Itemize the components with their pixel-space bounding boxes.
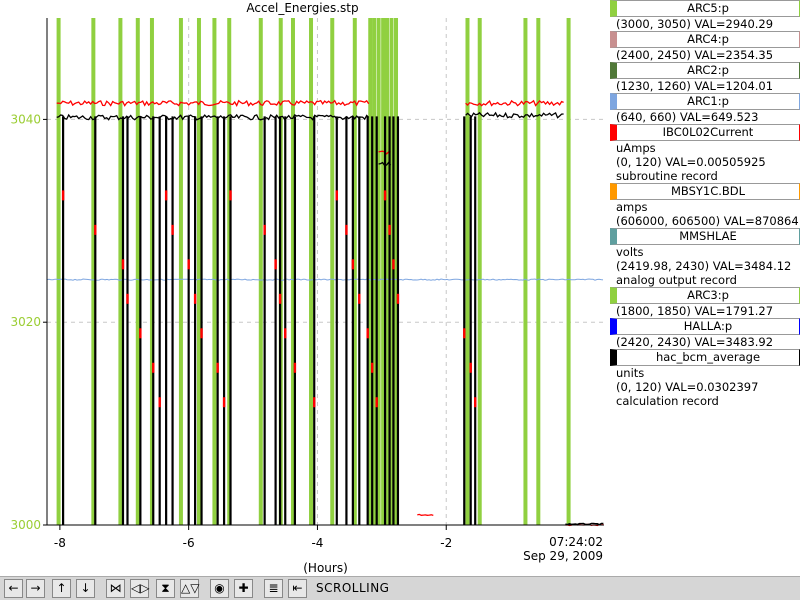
legend-entry[interactable]: ARC4:p (2400, 2450) VAL=2354.35	[610, 31, 800, 62]
zoom-y-in-button[interactable]: ⧗	[156, 579, 175, 598]
scrolling-mode-label: SCROLLING	[316, 581, 390, 595]
legend-entry-detail: (1800, 1850) VAL=1791.27	[616, 304, 774, 318]
legend-entry-title: ARC4:p	[610, 31, 800, 48]
legend-entry-detail: analog output record	[616, 273, 737, 287]
series-line-hac_bcm_average	[565, 522, 604, 526]
legend-entry[interactable]: ARC3:p (1800, 1850) VAL=1791.27	[610, 287, 800, 318]
legend-entry-detail: calculation record	[616, 394, 719, 408]
legend-entry-detail: uAmps	[616, 141, 656, 155]
legend-entry-title: HALLA:p	[610, 318, 800, 335]
legend-entry-title: ARC5:p	[610, 0, 800, 17]
x-tick-label: -6	[183, 536, 195, 550]
legend-entry-title: ARC2:p	[610, 62, 800, 79]
legend-entry-title: MBSY1C.BDL	[610, 183, 800, 200]
toolbar: SCROLLING ← → ↑ ↓ ⋈ ◁▷ ⧗ △▽ ◉ ✚ ≣ ⇤	[0, 576, 800, 600]
legend-entry-detail: (2419.98, 2430) VAL=3484.12	[616, 259, 792, 273]
legend-entry-title: ARC1:p	[610, 93, 800, 110]
legend-entry-detail: (2420, 2430) VAL=3483.92	[616, 335, 774, 349]
legend-entry[interactable]: ARC1:p (640, 660) VAL=649.523	[610, 93, 800, 124]
legend-entry-detail: volts	[616, 245, 644, 259]
legend-entry-detail: (0, 120) VAL=0.00505925	[616, 155, 766, 169]
pan-right-button[interactable]: →	[26, 579, 45, 598]
crosshair-button[interactable]: ✚	[234, 579, 253, 598]
series-line-IBC0L02Current	[56, 99, 370, 107]
legend-entry[interactable]: ARC5:p (3000, 3050) VAL=2940.29	[610, 0, 800, 31]
y-tick-label: 3020	[10, 315, 41, 329]
end-date-label: Sep 29, 2009	[523, 549, 603, 563]
legend-entry[interactable]: IBC0L02Current uAmps (0, 120) VAL=0.005059…	[610, 124, 800, 183]
scroll-mode-button[interactable]: ⇤	[288, 579, 307, 598]
legend-entry-title: MMSHLAE	[610, 228, 800, 245]
x-tick-label: -8	[54, 536, 66, 550]
zoom-x-in-button[interactable]: ⋈	[106, 579, 125, 598]
series-line-MMSHLAE	[46, 278, 604, 281]
overlay-button[interactable]: ≣	[264, 579, 283, 598]
legend-entry-detail: subroutine record	[616, 169, 718, 183]
legend-entry-detail: (3000, 3050) VAL=2940.29	[616, 17, 774, 31]
legend-entry-title: IBC0L02Current	[610, 124, 800, 141]
end-time-label: 07:24:02	[549, 535, 603, 549]
legend-entry[interactable]: hac_bcm_average units (0, 120) VAL=0.03023…	[610, 349, 800, 408]
series-line-IBC0L02Current	[417, 513, 434, 517]
legend: ARC5:p (3000, 3050) VAL=2940.29 ARC4:p (240…	[610, 0, 800, 408]
legend-entry[interactable]: MBSY1C.BDL amps (606000, 606500) VAL=87086…	[610, 183, 800, 228]
series-line-hac_bcm_average	[465, 111, 564, 119]
pan-up-button[interactable]: ↑	[52, 579, 71, 598]
y-tick-label: 3040	[10, 112, 41, 126]
legend-entry-title: hac_bcm_average	[610, 349, 800, 366]
legend-entry-detail: (606000, 606500) VAL=870864	[616, 214, 799, 228]
legend-entry-detail: (1230, 1260) VAL=1204.01	[616, 79, 774, 93]
legend-entry-title: ARC3:p	[610, 287, 800, 304]
series-line-IBC0L02Current	[465, 99, 564, 107]
x-axis-label: (Hours)	[303, 561, 348, 575]
series-line-hac_bcm_average	[56, 113, 370, 121]
pan-left-button[interactable]: ←	[4, 579, 23, 598]
legend-entry-detail: (0, 120) VAL=0.0302397	[616, 380, 759, 394]
legend-entry[interactable]: MMSHLAE volts (2419.98, 2430) VAL=3484.12 a…	[610, 228, 800, 287]
legend-entry-detail: (2400, 2450) VAL=2354.35	[616, 48, 774, 62]
legend-entry-detail: units	[616, 366, 645, 380]
reset-button[interactable]: ◉	[210, 579, 229, 598]
legend-entry[interactable]: HALLA:p (2420, 2430) VAL=3483.92	[610, 318, 800, 349]
pan-down-button[interactable]: ↓	[76, 579, 95, 598]
zoom-y-out-button[interactable]: △▽	[180, 579, 199, 598]
x-tick-label: -2	[440, 536, 452, 550]
legend-entry-detail: (640, 660) VAL=649.523	[616, 110, 759, 124]
legend-entry-detail: amps	[616, 200, 648, 214]
legend-entry[interactable]: ARC2:p (1230, 1260) VAL=1204.01	[610, 62, 800, 93]
y-tick-label: 3000	[10, 518, 41, 532]
chart-title: Accel_Energies.stp	[246, 1, 359, 15]
zoom-x-out-button[interactable]: ◁▷	[130, 579, 149, 598]
x-tick-label: -4	[311, 536, 323, 550]
